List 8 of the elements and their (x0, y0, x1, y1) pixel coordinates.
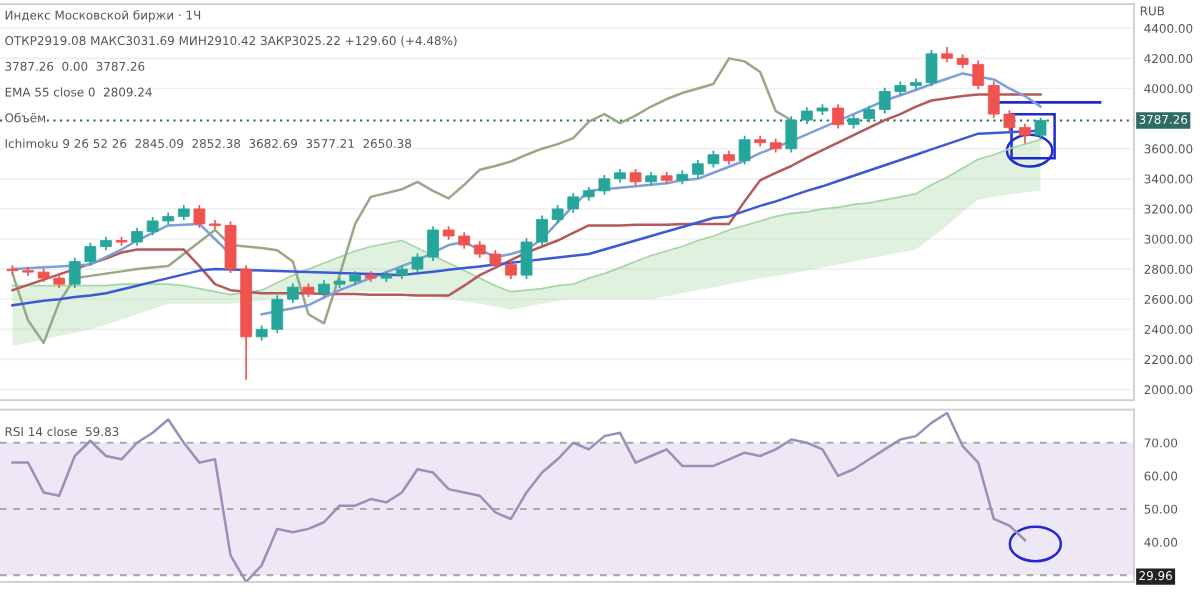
candlestick (785, 116, 798, 153)
candlestick (1019, 123, 1031, 144)
candlestick (1034, 117, 1047, 139)
candlestick (754, 135, 767, 147)
candlestick (738, 135, 751, 165)
candlestick (286, 283, 299, 304)
candlestick (193, 205, 206, 228)
candlestick (832, 104, 844, 129)
